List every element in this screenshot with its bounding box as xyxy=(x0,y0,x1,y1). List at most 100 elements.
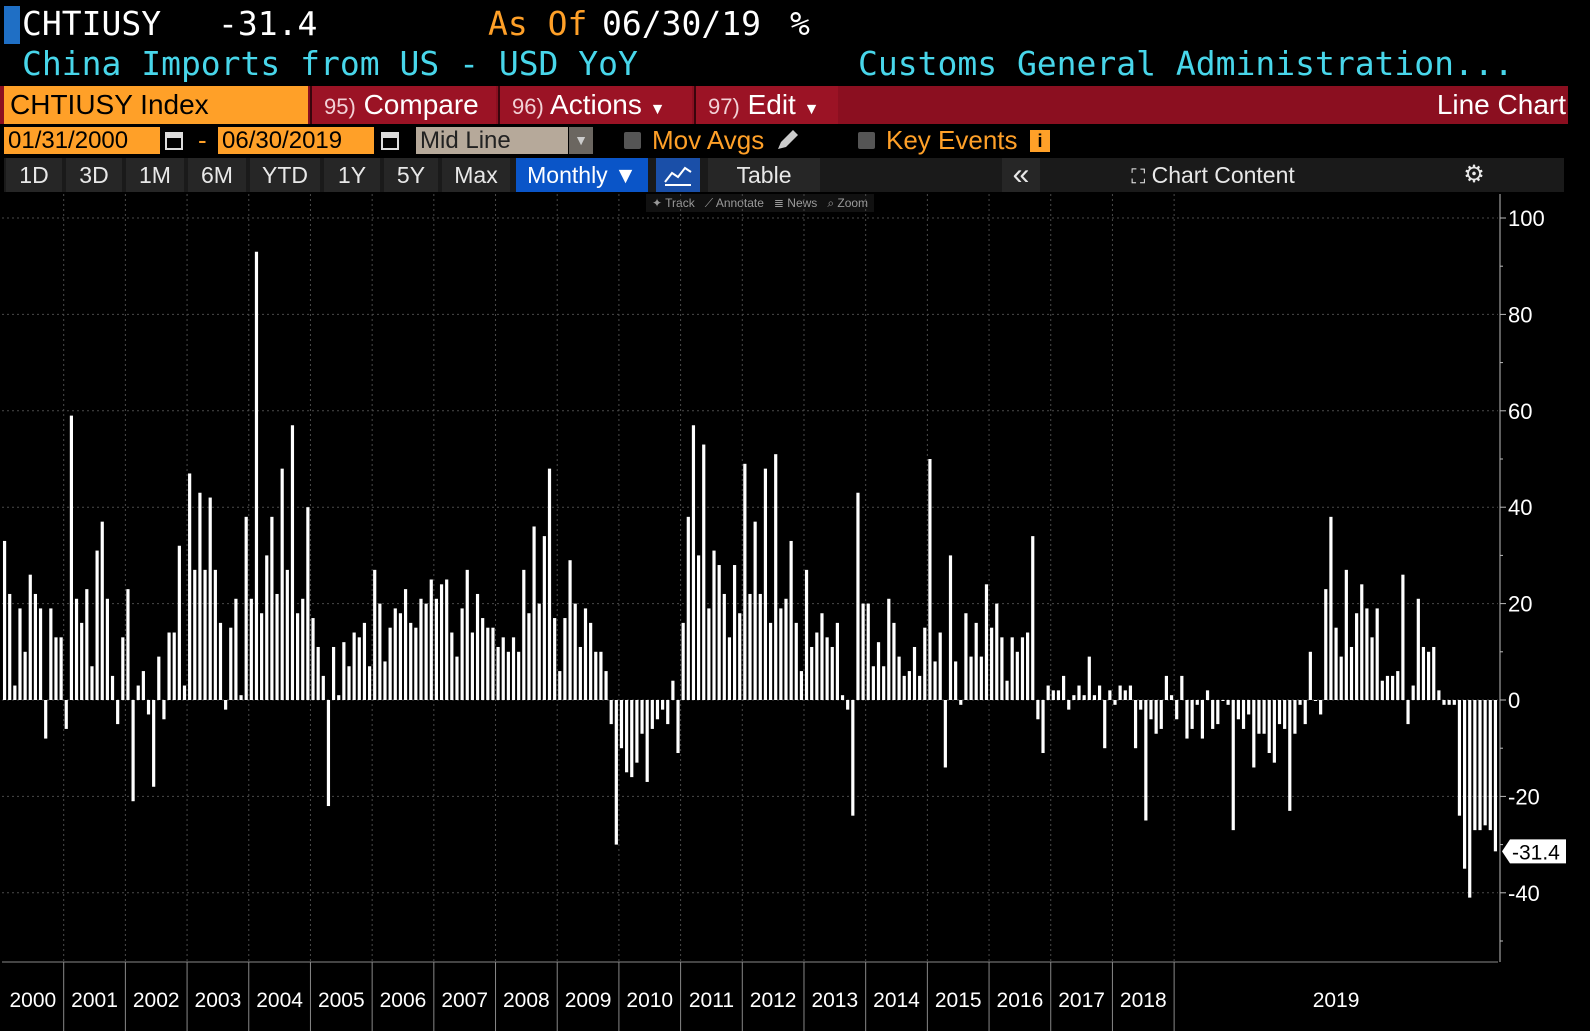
bar xyxy=(460,608,464,700)
chart-content-button[interactable]: ⛶ Chart Content xyxy=(1044,158,1382,192)
bar xyxy=(1195,700,1199,705)
compare-button[interactable]: 95) Compare xyxy=(310,86,496,124)
bar xyxy=(1483,700,1487,826)
bar xyxy=(1221,700,1225,701)
bar xyxy=(810,646,814,700)
bar xyxy=(306,507,310,700)
data-source: Customs General Administration... xyxy=(858,44,1514,83)
bar xyxy=(1015,651,1019,700)
chevron-down-icon[interactable]: ▼ xyxy=(569,127,593,154)
table-button[interactable]: Table xyxy=(708,158,820,192)
annotate-tool[interactable]: ⟋ Annotate xyxy=(704,196,764,210)
bar xyxy=(511,637,516,700)
bar xyxy=(367,666,372,700)
bar xyxy=(198,492,202,700)
x-tick-label: 2002 xyxy=(133,989,180,1012)
bar xyxy=(1283,700,1287,729)
bar xyxy=(234,598,238,700)
calendar-icon[interactable] xyxy=(380,129,400,151)
chart-type-label[interactable]: Line Chart xyxy=(1436,89,1566,120)
bar xyxy=(80,622,84,700)
bar xyxy=(1031,536,1035,700)
collapse-icon[interactable]: « xyxy=(1002,158,1040,192)
bar xyxy=(1118,685,1122,700)
bar xyxy=(1077,685,1081,700)
zoom-tool[interactable]: ⌕ Zoom xyxy=(827,196,869,210)
bar xyxy=(1082,695,1086,700)
bar xyxy=(1468,700,1472,898)
edit-button[interactable]: 97) Edit ▼ xyxy=(694,86,838,124)
actions-number: 96) xyxy=(512,94,544,119)
security-field[interactable]: CHTIUSY Index xyxy=(4,86,308,124)
bar xyxy=(943,700,947,768)
info-icon[interactable]: i xyxy=(1030,130,1050,152)
range-button-3d[interactable]: 3D xyxy=(66,158,122,192)
bar xyxy=(1200,700,1204,739)
x-tick-label: 2016 xyxy=(997,989,1044,1012)
end-date-field[interactable]: 06/30/2019 xyxy=(218,127,374,154)
line-style-select[interactable]: Mid Line xyxy=(416,127,568,154)
range-button-1d[interactable]: 1D xyxy=(6,158,62,192)
actions-button[interactable]: 96) Actions ▼ xyxy=(498,86,692,124)
bar xyxy=(316,646,320,700)
bar xyxy=(691,425,696,700)
x-tick-label: 2008 xyxy=(503,989,550,1012)
bar xyxy=(933,661,937,700)
bar xyxy=(835,622,839,700)
range-button-1m[interactable]: 1M xyxy=(126,158,184,192)
bar xyxy=(1339,656,1343,700)
range-button-5y[interactable]: 5Y xyxy=(384,158,438,192)
bar xyxy=(1113,700,1117,705)
bar xyxy=(270,516,274,700)
calendar-icon[interactable] xyxy=(164,129,184,151)
start-date-field[interactable]: 01/31/2000 xyxy=(4,127,160,154)
bar xyxy=(1103,700,1107,749)
bar xyxy=(326,700,331,807)
line-chart-icon[interactable] xyxy=(656,158,700,192)
x-tick-label: 2012 xyxy=(750,989,797,1012)
bar xyxy=(990,627,994,700)
bar xyxy=(876,642,881,700)
chevron-down-icon: ▼ xyxy=(649,101,666,118)
pencil-icon[interactable] xyxy=(774,129,800,153)
bar xyxy=(743,463,747,700)
bar xyxy=(208,497,212,700)
bar xyxy=(1493,700,1498,852)
bar xyxy=(429,579,433,700)
actions-label: Actions xyxy=(550,89,642,120)
bar xyxy=(712,550,716,700)
bar xyxy=(763,468,768,700)
bar xyxy=(748,593,752,700)
bar xyxy=(265,555,269,700)
mov-avgs-checkbox[interactable] xyxy=(624,132,641,149)
range-button-6m[interactable]: 6M xyxy=(188,158,246,192)
bar xyxy=(203,569,207,700)
bar xyxy=(414,627,418,700)
bar xyxy=(393,608,397,700)
news-tool[interactable]: ≣ News xyxy=(773,196,818,210)
last-value-marker xyxy=(1502,839,1566,864)
bar xyxy=(830,646,834,700)
range-button-ytd[interactable]: YTD xyxy=(250,158,320,192)
bar xyxy=(979,656,983,700)
bar xyxy=(465,569,469,700)
bar xyxy=(995,603,999,700)
range-button-1y[interactable]: 1Y xyxy=(324,158,380,192)
key-events-checkbox[interactable] xyxy=(858,132,875,149)
gear-icon[interactable]: ⚙ xyxy=(1386,158,1562,192)
bar xyxy=(141,671,145,700)
track-tool[interactable]: ✦ Track xyxy=(652,196,695,210)
bar xyxy=(1072,695,1076,700)
bar xyxy=(1391,675,1395,700)
bar xyxy=(1385,675,1390,700)
bar xyxy=(33,593,38,700)
bar xyxy=(882,666,886,700)
bar xyxy=(1216,700,1220,725)
bar xyxy=(105,598,109,700)
bar xyxy=(321,675,325,700)
bar xyxy=(44,700,48,739)
periodicity-dropdown[interactable]: Monthly ▼ xyxy=(516,158,648,192)
range-button-max[interactable]: Max xyxy=(442,158,510,192)
bar xyxy=(1247,700,1251,715)
